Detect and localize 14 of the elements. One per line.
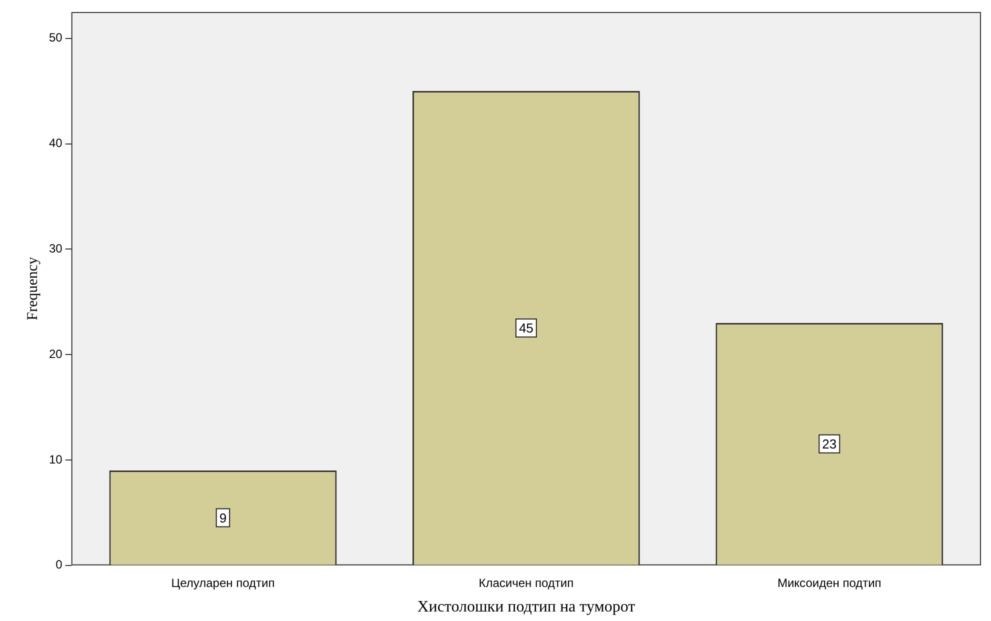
y-tick-label: 30: [48, 241, 63, 256]
y-tick-label: 20: [48, 346, 63, 361]
y-tick-label: 40: [48, 136, 63, 150]
data-label: 45: [518, 320, 534, 336]
x-axis-title: Хистолошки подтип на туморот: [417, 598, 636, 616]
x-tick-label: Миксоиден подтип: [777, 576, 882, 590]
data-label: 23: [822, 436, 837, 452]
x-tick-label: Класичен подтип: [478, 576, 574, 590]
x-tick-label: Целуларен подтип: [171, 576, 275, 590]
data-label: 9: [219, 510, 227, 526]
y-axis-title: Frequency: [24, 256, 41, 320]
y-tick-label: 50: [48, 30, 63, 45]
y-tick-label: 10: [48, 452, 63, 466]
y-tick-label: 0: [56, 558, 63, 572]
